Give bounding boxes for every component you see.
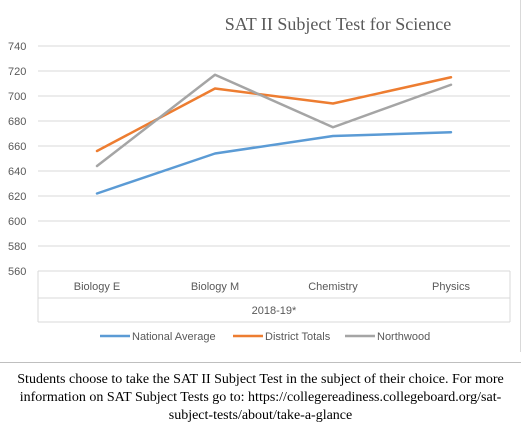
x-axis-label: 2018-19* [252,305,297,317]
y-tick-label: 580 [8,241,26,253]
y-tick-label: 700 [8,91,26,103]
chart-title: SAT II Subject Test for Science [225,14,452,34]
series-line-northwood [95,73,453,168]
series-line-district-totals [95,76,453,153]
line-chart: SAT II Subject Test for Science 560 580 600… [8,14,511,343]
y-tick-label: 680 [8,116,26,128]
chart-caption: Students choose to take the SAT II Subje… [0,362,521,426]
y-tick-label: 720 [8,66,26,78]
legend-label: National Average [132,331,216,343]
series-line-national-average [95,131,453,195]
legend-label: Northwood [377,331,430,343]
x-tick-label: Biology E [74,281,120,293]
y-tick-label: 660 [8,141,26,153]
y-tick-label: 560 [8,266,26,278]
x-tick-label: Chemistry [308,281,358,293]
y-tick-label: 640 [8,166,26,178]
chart-area: SAT II Subject Test for Science 560 580 600… [8,0,521,352]
x-tick-label: Biology M [191,281,239,293]
y-tick-label: 600 [8,216,26,228]
y-tick-label: 740 [8,41,26,53]
x-tick-label: Physics [432,281,470,293]
legend-label: District Totals [265,331,331,343]
y-tick-label: 620 [8,191,26,203]
